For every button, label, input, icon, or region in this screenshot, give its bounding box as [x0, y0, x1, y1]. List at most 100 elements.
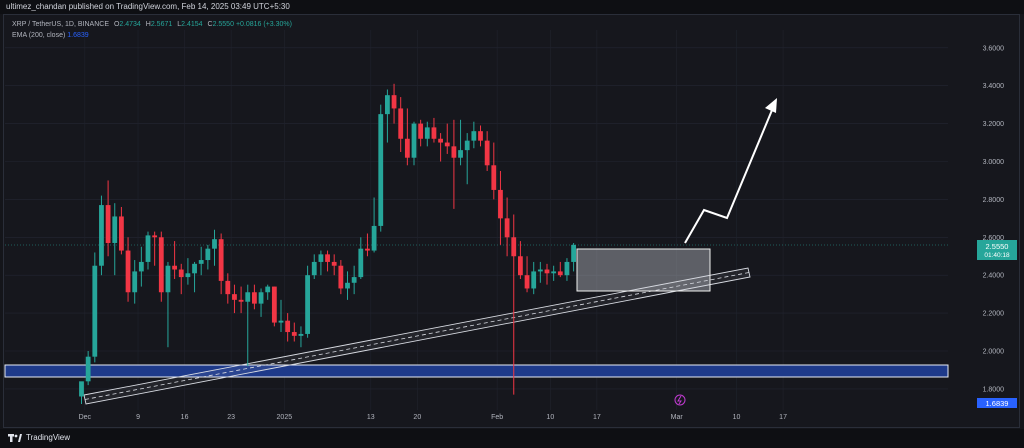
x-tick-label: 10 [733, 414, 741, 421]
ema-value: 1.6839 [67, 32, 89, 39]
candle [311, 254, 317, 279]
candle [285, 313, 291, 342]
candle-body [152, 235, 158, 238]
candle [198, 246, 204, 276]
candle [278, 299, 284, 333]
arrowhead-icon [765, 98, 777, 113]
y-tick-label: 3.0000 [983, 159, 1005, 166]
candle-body [518, 256, 523, 276]
candle [172, 241, 177, 279]
candle [537, 261, 543, 283]
high-value: 2.5671 [150, 21, 173, 28]
projection-arrow [684, 102, 776, 244]
candle [158, 231, 164, 302]
demand-zone [4, 364, 949, 378]
y-tick-label: 3.4000 [983, 83, 1005, 90]
candle-body [338, 265, 344, 289]
candle [424, 121, 430, 147]
candle [218, 233, 224, 295]
low-key: L [177, 21, 182, 28]
candle-body [285, 320, 291, 333]
candle [551, 265, 557, 281]
y-tick-label: 2.2000 [983, 311, 1005, 318]
tradingview-brand[interactable]: TradingView [8, 433, 70, 442]
candle-body [291, 332, 297, 336]
candle-body [484, 140, 490, 166]
candle-body [178, 269, 184, 278]
candle-body [138, 261, 144, 272]
candle-body [571, 244, 576, 262]
candle-body [185, 273, 191, 278]
chart-frame [3, 14, 1020, 428]
candle [464, 133, 470, 185]
ema-label-value: 1.6839 [986, 399, 1009, 408]
brand-name: TradingView [26, 433, 71, 442]
candle [398, 97, 404, 153]
candle-body [471, 131, 477, 141]
candle-body [444, 142, 450, 147]
candle [451, 119, 457, 209]
open-value: 2.4734 [119, 21, 141, 28]
candle-body [158, 237, 164, 293]
candle-body [504, 218, 510, 238]
candle [291, 322, 297, 342]
y-tick-label: 3.2000 [983, 121, 1005, 128]
x-tick-label: Feb [491, 414, 503, 421]
candle [99, 195, 104, 276]
candle-body [431, 127, 437, 139]
candle [238, 286, 244, 314]
candle-body [192, 263, 197, 274]
candle-body [404, 138, 410, 158]
x-tick-label: Mar [671, 414, 684, 421]
candle [458, 119, 463, 166]
y-tick-label: 2.6000 [983, 235, 1005, 242]
candle-body [537, 269, 543, 272]
candle-body [172, 265, 177, 270]
candle-body [551, 271, 557, 274]
candle-body [125, 250, 131, 293]
open-key: O [113, 21, 120, 28]
candle [325, 250, 330, 272]
candle [391, 83, 397, 124]
chart-legend: XRP / TetherUS, 1D, BINANCE O2.4734 H2.5… [12, 19, 292, 41]
candle-body [278, 320, 284, 323]
candle [105, 180, 111, 257]
candle-body [238, 299, 244, 302]
candle [125, 237, 131, 302]
candle [138, 246, 144, 287]
candle-body [92, 265, 98, 357]
candle-body [305, 275, 310, 334]
x-tick-label: 23 [227, 414, 235, 421]
candle [358, 237, 364, 279]
time-axis: Dec 9 16 23 2025 13 20 Feb 10 17 Mar 10 17 [79, 414, 787, 421]
candle [265, 284, 271, 300]
candle [524, 256, 530, 293]
candle-body [544, 269, 550, 274]
candle-body [451, 146, 457, 158]
candle [491, 142, 497, 200]
candle-body [165, 265, 171, 293]
candle [185, 258, 191, 285]
candle-body [258, 292, 264, 304]
candle-body [411, 123, 417, 158]
candle-body [438, 138, 443, 143]
candle-body [311, 261, 317, 276]
candle [92, 252, 98, 363]
lightning-icon[interactable] [674, 394, 686, 406]
candle-body [218, 239, 224, 281]
candle [531, 261, 537, 295]
candle [504, 197, 510, 257]
candle-body [531, 271, 537, 289]
candle [544, 263, 550, 285]
candle-body [132, 271, 138, 293]
candle-body [225, 280, 231, 295]
price-label: 2.5550 01:40:18 [977, 240, 1017, 260]
candle [571, 242, 576, 272]
x-tick-label: 13 [367, 414, 375, 421]
candle-body [424, 127, 430, 139]
candle-body [232, 294, 237, 300]
candle [252, 284, 257, 310]
candle [511, 214, 517, 395]
candle [431, 117, 437, 143]
